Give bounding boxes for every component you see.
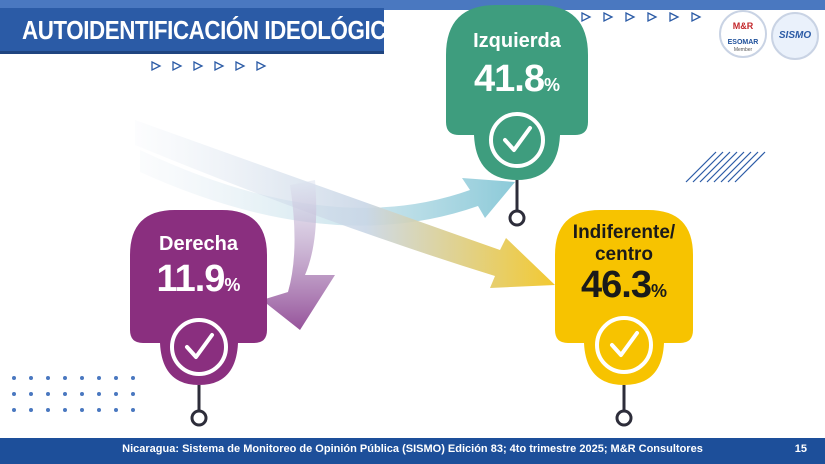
- value-unit-indiferente: %: [650, 281, 667, 301]
- check-circle-derecha: [170, 318, 228, 376]
- decorative-triangles-right: [581, 11, 702, 23]
- pin-izquierda: [508, 209, 526, 227]
- category-label-derecha: Derecha: [159, 233, 238, 255]
- check-circle-izquierda: [489, 112, 545, 168]
- value-izquierda: 41.8%: [446, 58, 588, 101]
- decorative-hatch: [685, 151, 766, 183]
- pin-derecha: [190, 409, 208, 427]
- value-number-izquierda: 41.8: [474, 58, 545, 100]
- value-unit-derecha: %: [224, 275, 241, 295]
- category-label-izquierda: Izquierda: [473, 30, 561, 52]
- card-indiferente: [555, 210, 693, 427]
- logo-mr-text: M&R: [732, 21, 754, 31]
- footer-bar: Nicaragua: Sistema de Monitoreo de Opini…: [0, 438, 825, 464]
- card-indiferente-shape: [555, 210, 693, 385]
- page-title: AUTOIDENTIFICACIÓN IDEOLÓGICA: [22, 15, 402, 45]
- title-banner: AUTOIDENTIFICACIÓN IDEOLÓGICA: [0, 8, 402, 54]
- top-accent-bar: [0, 0, 825, 10]
- page-number: 15: [794, 443, 807, 455]
- footer-source-text: Nicaragua: Sistema de Monitoreo de Opini…: [122, 443, 703, 455]
- arrow-to-derecha: [262, 180, 335, 330]
- decorative-triangles-left: [151, 60, 267, 72]
- value-derecha: 11.9%: [130, 258, 267, 301]
- logo-esomar-text: ESOMAR: [727, 39, 759, 46]
- card-izquierda-shape: [446, 5, 588, 180]
- check-icon-izquierda: [503, 126, 532, 152]
- logo-sismo-text: SISMO: [778, 30, 812, 41]
- arrow-to-izquierda: [140, 150, 515, 226]
- value-indiferente: 46.3%: [555, 264, 693, 307]
- check-circle-indiferente: [595, 316, 653, 374]
- decorative-dot-grid: [12, 376, 135, 412]
- value-number-indiferente: 46.3: [581, 264, 652, 306]
- pin-indiferente: [615, 409, 633, 427]
- card-derecha-shape: [130, 210, 267, 385]
- mr-consultores-logo: M&R ESOMAR Member: [719, 10, 767, 58]
- arrow-to-indiferente: [135, 120, 555, 288]
- sismo-logo: SISMO: [771, 12, 819, 60]
- card-derecha: [130, 210, 267, 427]
- value-unit-izquierda: %: [543, 75, 560, 95]
- logo-member-text: Member: [733, 47, 753, 53]
- check-icon-derecha: [185, 333, 214, 359]
- value-number-derecha: 11.9: [156, 258, 226, 300]
- check-icon-indiferente: [610, 331, 639, 357]
- category-label-indiferente: Indiferente/ centro: [572, 222, 676, 265]
- card-izquierda: [446, 5, 588, 227]
